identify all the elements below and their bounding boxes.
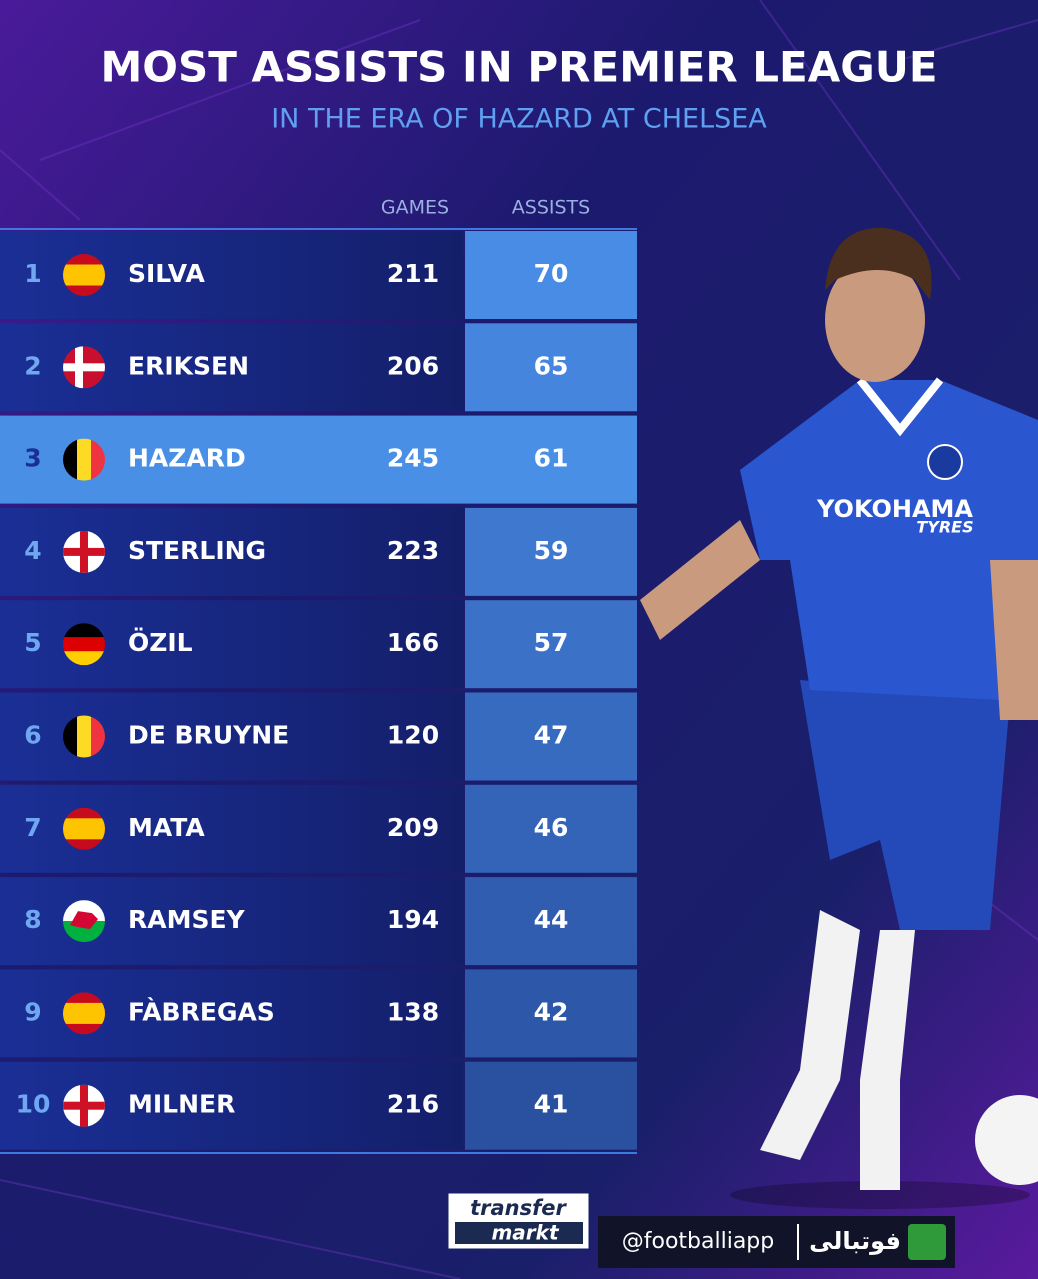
assists: 61 [534, 444, 569, 473]
flag [63, 346, 105, 389]
assists-cell [465, 692, 637, 781]
column-header: ASSISTS [512, 197, 590, 219]
rank: 3 [24, 444, 41, 473]
player-name: SILVA [128, 259, 205, 288]
games: 120 [387, 721, 439, 750]
flag-band [63, 818, 105, 840]
games: 211 [387, 259, 439, 288]
assists-cell [465, 877, 637, 966]
assists: 42 [534, 997, 569, 1026]
flag-band [77, 715, 91, 758]
logo-band [455, 1222, 583, 1244]
player-name: HAZARD [128, 444, 246, 473]
flag-band [63, 637, 105, 652]
games: 206 [387, 351, 439, 380]
games: 138 [387, 997, 439, 1026]
player-name: ÖZIL [128, 627, 193, 657]
assists: 44 [534, 905, 569, 934]
flag-dragon [70, 911, 98, 930]
rank: 4 [24, 536, 41, 565]
flag-band [77, 438, 91, 481]
player-name: MATA [128, 813, 205, 842]
title: MOST ASSISTS IN PREMIER LEAGUE [100, 43, 937, 92]
assists: 41 [534, 1090, 569, 1119]
jersey-sponsor: YOKOHAMA [816, 495, 973, 523]
flag [63, 438, 105, 481]
assists-cell [465, 323, 637, 412]
flag-band [75, 346, 83, 389]
games: 223 [387, 536, 439, 565]
rank: 2 [24, 351, 41, 380]
handle-box [598, 1216, 955, 1268]
assists: 46 [534, 813, 569, 842]
flag [63, 254, 105, 296]
rank: 7 [24, 813, 41, 842]
handle: @footballiapp [622, 1229, 775, 1254]
flag-band [63, 651, 105, 666]
player-name: ERIKSEN [128, 351, 249, 380]
assists: 47 [534, 721, 569, 750]
player-image: YOKOHAMA TYRES [640, 227, 1038, 1209]
flag-band [63, 921, 105, 943]
flag-band [63, 623, 105, 638]
games: 194 [387, 905, 439, 934]
logo-text: transfer [470, 1196, 567, 1220]
assists-cell [465, 231, 637, 319]
flag-band [91, 715, 105, 758]
flag [63, 807, 105, 850]
assists: 57 [534, 628, 569, 657]
player-name: FÀBREGAS [128, 997, 275, 1026]
assists-cell [465, 784, 637, 873]
flag-band [63, 715, 77, 758]
assists-cell [465, 1061, 637, 1150]
rank: 9 [24, 997, 41, 1026]
logo-text: markt [491, 1221, 560, 1245]
assists: 65 [534, 351, 569, 380]
player-name: RAMSEY [128, 905, 246, 934]
rank: 8 [24, 905, 41, 934]
table: 1 SILVA 211 702 ERIKSEN 206 653 HAZARD 245 614 STE… [0, 231, 637, 1150]
games: 209 [387, 813, 439, 842]
games: 166 [387, 628, 439, 657]
assists-cell [465, 600, 637, 689]
rank: 1 [24, 259, 41, 288]
column-header: GAMES [381, 197, 449, 219]
flag [63, 623, 105, 666]
games: 245 [387, 444, 439, 473]
flag-band [80, 530, 88, 573]
brand: فوتبالی [809, 1227, 901, 1255]
flag [63, 530, 105, 573]
assists-cell [465, 507, 637, 596]
player-name: STERLING [128, 536, 266, 565]
row-background [0, 415, 637, 504]
flag-band [63, 438, 77, 481]
flag-band [91, 438, 105, 481]
games: 216 [387, 1090, 439, 1119]
player-name: DE BRUYNE [128, 721, 289, 750]
flag-band [80, 1084, 88, 1127]
flag [63, 715, 105, 758]
jersey-sponsor-sub: TYRES [916, 518, 973, 537]
assists: 70 [534, 259, 569, 288]
rank: 10 [16, 1090, 51, 1119]
rank: 5 [24, 628, 41, 657]
brand-icon [908, 1224, 946, 1260]
player-name: MILNER [128, 1090, 235, 1119]
flag-band [63, 363, 105, 372]
assists-cell [465, 969, 637, 1058]
flag [63, 1084, 105, 1127]
flag [63, 900, 105, 943]
rank: 6 [24, 721, 41, 750]
flag-band [63, 264, 105, 286]
assists: 59 [534, 536, 569, 565]
flag-band [63, 1002, 105, 1024]
flag [63, 992, 105, 1035]
subtitle: IN THE ERA OF HAZARD AT CHELSEA [271, 104, 767, 135]
